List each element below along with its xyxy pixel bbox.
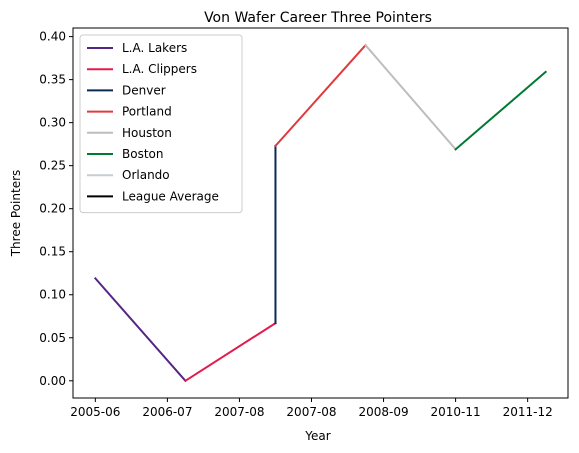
y-axis: 0.00 0.05 0.10 0.15 0.20 0.25 0.30 0.35 0.40 bbox=[39, 30, 73, 388]
chart-title: Von Wafer Career Three Pointers bbox=[204, 10, 432, 26]
x-axis: 2005-06 2006-07 2007-08 2007-08 2008-09 2010-… bbox=[70, 398, 553, 419]
x-tick-label: 2011-12 bbox=[503, 405, 553, 419]
legend-box bbox=[79, 34, 243, 214]
y-tick-label: 0.10 bbox=[39, 288, 66, 302]
y-tick-label: 0.05 bbox=[39, 331, 66, 345]
legend-label: Orlando bbox=[122, 168, 170, 182]
legend: L.A. Lakers L.A. Clippers Denver Portland Ho… bbox=[79, 34, 243, 214]
series-line-5 bbox=[454, 70, 548, 151]
y-tick-label: 0.30 bbox=[39, 116, 66, 130]
series-line-1 bbox=[184, 321, 277, 383]
legend-label: L.A. Lakers bbox=[122, 41, 187, 55]
y-tick-label: 0.25 bbox=[39, 159, 66, 173]
legend-label: L.A. Clippers bbox=[122, 62, 197, 76]
y-tick-label: 0.15 bbox=[39, 245, 66, 259]
legend-label: Houston bbox=[122, 126, 172, 140]
plot-frame bbox=[72, 27, 569, 399]
legend-label: Denver bbox=[122, 83, 166, 97]
series-line-3 bbox=[274, 43, 367, 148]
series-line-4 bbox=[364, 43, 458, 151]
x-tick-label: 2005-06 bbox=[70, 405, 120, 419]
y-tick-label: 0.20 bbox=[39, 202, 66, 216]
legend-label: League Average bbox=[122, 189, 219, 203]
series-line-0 bbox=[93, 276, 187, 383]
y-tick-label: 0.35 bbox=[39, 73, 66, 87]
x-tick-label: 2008-09 bbox=[358, 405, 408, 419]
legend-label: Portland bbox=[122, 105, 172, 119]
x-axis-label: Year bbox=[304, 429, 330, 443]
y-axis-label: Three Pointers bbox=[9, 170, 23, 258]
x-tick-label: 2006-07 bbox=[142, 405, 192, 419]
x-tick-label: 2007-08 bbox=[286, 405, 336, 419]
plot-lines bbox=[93, 43, 548, 383]
x-tick-label: 2007-08 bbox=[214, 405, 264, 419]
y-tick-label: 0.40 bbox=[39, 30, 66, 44]
legend-label: Boston bbox=[122, 147, 163, 161]
y-tick-label: 0.00 bbox=[39, 374, 66, 388]
x-tick-label: 2010-11 bbox=[431, 405, 481, 419]
